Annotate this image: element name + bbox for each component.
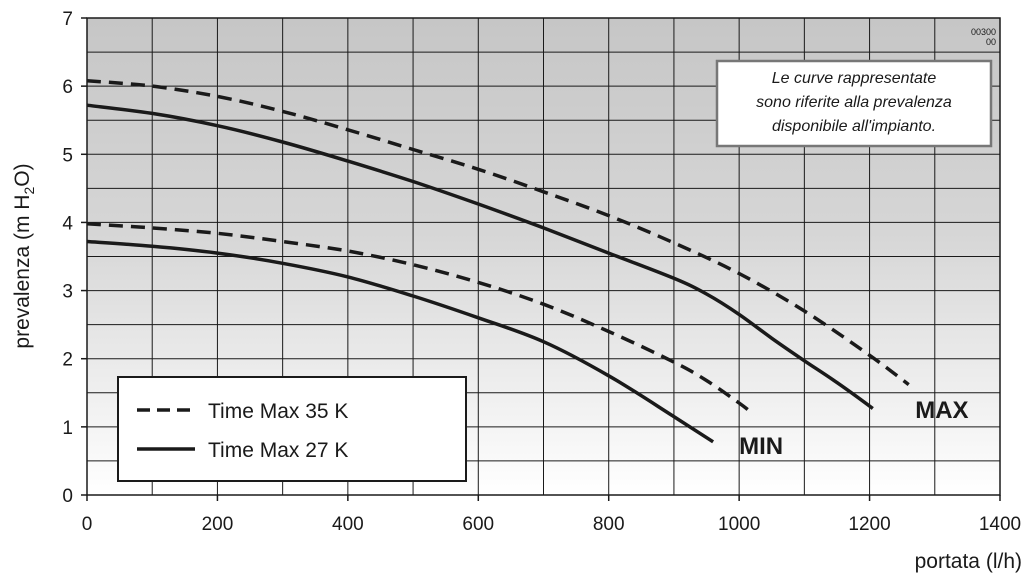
grid bbox=[87, 18, 1000, 495]
y-axis-title: prevalenza (m H2O) bbox=[11, 163, 37, 348]
curve-labels: MAX MIN bbox=[739, 397, 968, 460]
x-tick-label: 1000 bbox=[718, 514, 760, 535]
y-tick-label: 6 bbox=[62, 77, 73, 98]
note-box: Le curve rappresentate sono riferite all… bbox=[715, 59, 993, 148]
code-line-1: 00300 bbox=[971, 27, 996, 37]
y-tick-label: 7 bbox=[62, 9, 73, 30]
series-line-max-dashed bbox=[86, 78, 910, 386]
curve-label-max: MAX bbox=[915, 397, 968, 424]
x-tick-label: 1200 bbox=[848, 514, 890, 535]
code-line-2: 00 bbox=[986, 37, 996, 47]
x-tick-label: 400 bbox=[332, 514, 364, 535]
y-tick-label: 2 bbox=[62, 350, 73, 371]
y-tick-label: 4 bbox=[62, 213, 73, 234]
series-line-max-solid bbox=[86, 103, 874, 410]
plot-frame bbox=[86, 17, 1001, 496]
y-tick-labels: 0 1 2 3 4 5 6 7 bbox=[62, 9, 87, 507]
legend-label-27k: Time Max 27 K bbox=[208, 439, 348, 462]
x-tick-label: 200 bbox=[202, 514, 234, 535]
y-tick-label: 5 bbox=[62, 145, 73, 166]
note-line-1: Le curve rappresentate bbox=[772, 70, 937, 87]
legend-frame bbox=[117, 376, 467, 482]
y-tick-label: 0 bbox=[62, 486, 73, 507]
series-line-min-solid bbox=[86, 239, 715, 444]
series-line-min-dashed bbox=[86, 222, 754, 415]
y-tick-label: 3 bbox=[62, 282, 73, 303]
x-tick-label: 800 bbox=[593, 514, 625, 535]
legend: Time Max 35 K Time Max 27 K bbox=[117, 376, 467, 482]
x-tick-labels: 0 200 400 600 800 1000 1200 1400 bbox=[82, 495, 1021, 535]
x-tick-label: 1400 bbox=[979, 514, 1021, 535]
note-line-3: disponibile all'impianto. bbox=[772, 118, 936, 135]
legend-label-35k: Time Max 35 K bbox=[208, 400, 348, 423]
x-tick-label: 0 bbox=[82, 514, 93, 535]
y-tick-label: 1 bbox=[62, 418, 73, 439]
note-box-frame bbox=[715, 59, 993, 148]
series-layer bbox=[86, 78, 910, 444]
x-axis-title: portata (l/h) bbox=[915, 550, 1022, 573]
x-tick-label: 600 bbox=[462, 514, 494, 535]
curve-label-min: MIN bbox=[739, 433, 783, 460]
y-axis-title-subscript: 2 bbox=[21, 187, 37, 195]
note-line-2: sono riferite alla prevalenza bbox=[756, 94, 952, 111]
